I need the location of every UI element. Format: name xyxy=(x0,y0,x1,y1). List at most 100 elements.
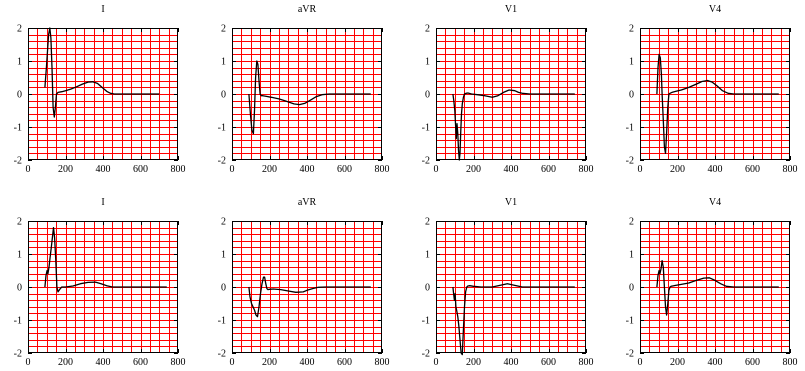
x-tick-label: 200 xyxy=(262,164,277,175)
y-tick-label: 2 xyxy=(221,24,226,35)
y-tick-label: -2 xyxy=(218,349,226,360)
ecg-trace-line xyxy=(248,276,371,318)
ecg-trace-line xyxy=(656,259,779,316)
x-tick-label: 0 xyxy=(230,357,235,368)
y-tick-label: 2 xyxy=(17,217,22,228)
x-tick-label: 200 xyxy=(58,164,73,175)
y-tick-label: -1 xyxy=(626,316,634,327)
chart-panel-3: V1 0 200 400 600 800 2 1 0 -1 -2 xyxy=(422,4,594,175)
chart-panel-1: I 0 200 400 600 800 2 1 0 -1 -2 xyxy=(14,4,186,175)
ecg-trace-line xyxy=(44,226,167,293)
chart-title: V4 xyxy=(709,4,721,15)
y-tick-label: 0 xyxy=(221,283,226,294)
ecg-trace-line xyxy=(44,27,160,118)
y-tick-label: -2 xyxy=(422,349,430,360)
x-tick-label: 400 xyxy=(300,357,315,368)
chart-panel-6: aVR 0 200 400 600 800 2 1 0 -1 -2 xyxy=(218,197,390,368)
x-tick-label: 200 xyxy=(58,357,73,368)
x-tick-label: 800 xyxy=(171,164,186,175)
chart-title: aVR xyxy=(298,197,317,208)
chart-panel-4: V4 0 200 400 600 800 2 1 0 -1 -2 xyxy=(626,4,798,175)
y-tick-label: 1 xyxy=(17,57,22,68)
x-tick-label: 400 xyxy=(504,164,519,175)
y-tick-label: 2 xyxy=(629,24,634,35)
y-tick-label: 0 xyxy=(629,283,634,294)
x-tick-label: 800 xyxy=(375,357,390,368)
y-tick-label: 0 xyxy=(425,283,430,294)
y-tick-label: 0 xyxy=(425,90,430,101)
y-tick-label: -2 xyxy=(218,156,226,167)
y-tick-label: 1 xyxy=(629,57,634,68)
y-tick-label: -2 xyxy=(626,156,634,167)
y-tick-label: -2 xyxy=(422,156,430,167)
x-tick-label: 200 xyxy=(670,357,685,368)
x-tick-label: 800 xyxy=(171,357,186,368)
ecg-trace-line xyxy=(656,53,779,155)
x-tick-label: 600 xyxy=(541,357,556,368)
x-tick-label: 600 xyxy=(133,357,148,368)
x-tick-label: 200 xyxy=(466,164,481,175)
y-tick-label: -1 xyxy=(14,123,22,134)
x-tick-label: 600 xyxy=(745,164,760,175)
chart-title: I xyxy=(101,4,104,15)
x-tick-label: 600 xyxy=(337,164,352,175)
x-tick-label: 400 xyxy=(708,357,723,368)
y-tick-label: -1 xyxy=(422,123,430,134)
chart-title: V1 xyxy=(505,197,517,208)
y-tick-label: 1 xyxy=(425,57,430,68)
y-tick-label: 2 xyxy=(221,217,226,228)
x-tick-label: 0 xyxy=(434,164,439,175)
x-tick-label: 800 xyxy=(579,357,594,368)
x-tick-label: 0 xyxy=(638,164,643,175)
x-tick-label: 0 xyxy=(26,357,31,368)
y-tick-label: -2 xyxy=(14,349,22,360)
chart-panel-5: I 0 200 400 600 800 2 1 0 -1 -2 xyxy=(14,197,186,368)
x-tick-label: 400 xyxy=(300,164,315,175)
x-tick-label: 800 xyxy=(783,164,798,175)
y-tick-label: 1 xyxy=(221,250,226,261)
y-tick-label: -1 xyxy=(218,316,226,327)
y-tick-label: 1 xyxy=(221,57,226,68)
chart-panel-2: aVR 0 200 400 600 800 2 1 0 -1 -2 xyxy=(218,4,390,175)
y-tick-label: 2 xyxy=(17,24,22,35)
x-tick-label: 400 xyxy=(96,164,111,175)
ecg-trace-line xyxy=(452,283,575,356)
x-tick-label: 400 xyxy=(708,164,723,175)
chart-title: I xyxy=(101,197,104,208)
x-tick-label: 0 xyxy=(638,357,643,368)
x-tick-label: 800 xyxy=(579,164,594,175)
y-tick-label: -1 xyxy=(626,123,634,134)
chart-title: V1 xyxy=(505,4,517,15)
y-tick-label: 2 xyxy=(425,217,430,228)
y-tick-label: 0 xyxy=(221,90,226,101)
y-tick-label: 1 xyxy=(425,250,430,261)
y-tick-label: -2 xyxy=(626,349,634,360)
y-tick-label: 0 xyxy=(17,283,22,294)
y-tick-label: -1 xyxy=(422,316,430,327)
y-tick-label: 1 xyxy=(17,250,22,261)
x-tick-label: 600 xyxy=(337,357,352,368)
y-tick-label: -1 xyxy=(218,123,226,134)
x-tick-label: 0 xyxy=(434,357,439,368)
x-tick-label: 600 xyxy=(745,357,760,368)
x-tick-label: 200 xyxy=(262,357,277,368)
ecg-trace-line xyxy=(248,60,371,135)
y-tick-label: -2 xyxy=(14,156,22,167)
y-tick-label: 0 xyxy=(629,90,634,101)
x-tick-label: 0 xyxy=(26,164,31,175)
x-tick-label: 200 xyxy=(670,164,685,175)
y-tick-label: 2 xyxy=(425,24,430,35)
chart-panel-7: V1 0 200 400 600 800 2 1 0 -1 -2 xyxy=(422,197,594,368)
chart-title: aVR xyxy=(298,4,317,15)
ecg-trace-line xyxy=(452,89,575,161)
y-tick-label: 0 xyxy=(17,90,22,101)
x-tick-label: 400 xyxy=(504,357,519,368)
x-tick-label: 200 xyxy=(466,357,481,368)
x-tick-label: 600 xyxy=(541,164,556,175)
x-tick-label: 800 xyxy=(375,164,390,175)
x-tick-label: 0 xyxy=(230,164,235,175)
chart-panel-8: V4 0 200 400 600 800 2 1 0 -1 -2 xyxy=(626,197,798,368)
chart-title: V4 xyxy=(709,197,721,208)
y-tick-label: -1 xyxy=(14,316,22,327)
